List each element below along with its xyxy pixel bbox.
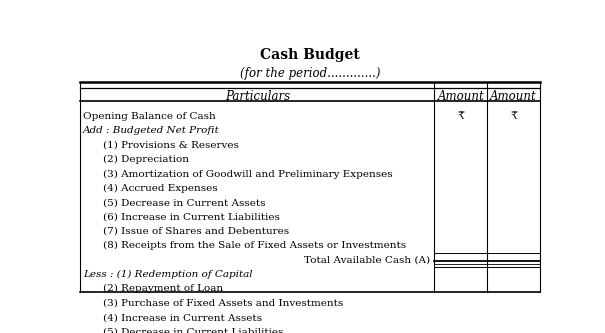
Text: (2) Repayment of Loan: (2) Repayment of Loan: [103, 284, 223, 293]
Text: Less : (1) Redemption of Capital: Less : (1) Redemption of Capital: [83, 270, 252, 279]
Text: (6) Increase in Current Liabilities: (6) Increase in Current Liabilities: [103, 212, 280, 221]
Text: (8) Receipts from the Sale of Fixed Assets or Investments: (8) Receipts from the Sale of Fixed Asse…: [103, 241, 406, 250]
Text: Particulars: Particulars: [224, 90, 290, 103]
Text: (5) Decrease in Current Assets: (5) Decrease in Current Assets: [103, 198, 266, 207]
Text: (3) Purchase of Fixed Assets and Investments: (3) Purchase of Fixed Assets and Investm…: [103, 299, 343, 308]
Text: Total Available Cash (A): Total Available Cash (A): [304, 256, 431, 265]
Text: (4) Increase in Current Assets: (4) Increase in Current Assets: [103, 313, 262, 322]
Text: Cash Budget: Cash Budget: [260, 48, 360, 62]
Text: Opening Balance of Cash: Opening Balance of Cash: [83, 112, 215, 121]
Text: Amount: Amount: [490, 90, 537, 103]
Text: (5) Decrease in Current Liabilities: (5) Decrease in Current Liabilities: [103, 327, 283, 333]
Text: ₹: ₹: [510, 111, 517, 121]
Text: Add : Budgeted Net Profit: Add : Budgeted Net Profit: [83, 126, 220, 136]
Text: Amount: Amount: [437, 90, 484, 103]
Text: (3) Amortization of Goodwill and Preliminary Expenses: (3) Amortization of Goodwill and Prelimi…: [103, 169, 393, 178]
Text: ₹: ₹: [457, 111, 465, 121]
Text: (7) Issue of Shares and Debentures: (7) Issue of Shares and Debentures: [103, 227, 289, 236]
Text: (for the period.............): (for the period.............): [240, 67, 381, 80]
Text: (4) Accrued Expenses: (4) Accrued Expenses: [103, 184, 217, 193]
Text: (1) Provisions & Reserves: (1) Provisions & Reserves: [103, 141, 239, 150]
Text: (2) Depreciation: (2) Depreciation: [103, 155, 189, 164]
